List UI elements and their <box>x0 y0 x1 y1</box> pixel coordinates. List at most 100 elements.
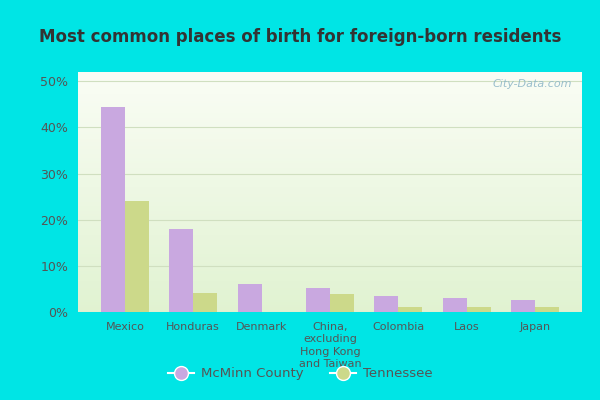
Bar <box>78 266 582 269</box>
Bar <box>78 269 582 271</box>
Bar <box>125 201 149 312</box>
Bar <box>78 84 582 86</box>
Bar <box>78 103 582 106</box>
Bar <box>78 106 582 108</box>
Bar <box>193 293 217 312</box>
Bar <box>78 283 582 286</box>
Bar <box>78 245 582 247</box>
Bar <box>78 250 582 252</box>
Bar <box>78 77 582 79</box>
Bar <box>78 300 582 302</box>
Bar <box>443 298 467 312</box>
Bar <box>511 300 535 312</box>
Bar <box>78 295 582 298</box>
Bar <box>78 118 582 120</box>
Bar <box>78 185 582 187</box>
Bar <box>78 223 582 226</box>
Bar <box>78 166 582 168</box>
Bar <box>78 192 582 194</box>
Bar <box>78 178 582 180</box>
Bar <box>78 202 582 204</box>
Bar <box>78 74 582 77</box>
Bar <box>78 247 582 250</box>
Bar <box>306 288 330 312</box>
Bar <box>398 307 422 312</box>
Bar <box>101 107 125 312</box>
Bar <box>78 262 582 264</box>
Bar <box>78 228 582 230</box>
Bar <box>78 209 582 211</box>
Bar <box>78 281 582 283</box>
Bar <box>78 144 582 146</box>
Text: Most common places of birth for foreign-born residents: Most common places of birth for foreign-… <box>39 28 561 46</box>
Bar <box>78 199 582 202</box>
Bar <box>78 221 582 223</box>
Bar <box>535 307 559 312</box>
Bar <box>78 151 582 154</box>
Bar <box>78 170 582 173</box>
Bar <box>78 293 582 295</box>
Bar <box>78 204 582 206</box>
Bar <box>78 134 582 137</box>
Bar <box>78 288 582 290</box>
Bar <box>78 72 582 74</box>
Bar <box>78 298 582 300</box>
Bar <box>78 161 582 163</box>
Bar <box>78 175 582 178</box>
Bar <box>78 286 582 288</box>
Bar <box>78 278 582 281</box>
Bar <box>78 154 582 156</box>
Bar <box>78 82 582 84</box>
Bar <box>78 110 582 113</box>
Bar <box>78 113 582 115</box>
Bar <box>78 235 582 238</box>
Bar <box>78 91 582 94</box>
Bar <box>78 271 582 274</box>
Bar <box>78 168 582 170</box>
Bar <box>78 180 582 182</box>
Bar <box>78 79 582 82</box>
Bar <box>78 132 582 134</box>
Bar <box>78 125 582 127</box>
Bar <box>78 257 582 259</box>
Bar <box>78 120 582 122</box>
Bar <box>78 259 582 262</box>
Bar <box>78 156 582 158</box>
Bar <box>78 137 582 139</box>
Bar <box>169 229 193 312</box>
Bar <box>78 211 582 214</box>
Bar <box>78 96 582 98</box>
Text: City-Data.com: City-Data.com <box>493 79 572 89</box>
Bar <box>374 296 398 312</box>
Legend: McMinn County, Tennessee: McMinn County, Tennessee <box>163 362 437 386</box>
Bar <box>78 182 582 185</box>
Bar <box>78 226 582 228</box>
Bar <box>78 252 582 254</box>
Bar <box>78 142 582 144</box>
Bar <box>78 115 582 118</box>
Bar <box>78 218 582 221</box>
Bar <box>330 294 354 312</box>
Bar <box>78 158 582 161</box>
Bar <box>78 197 582 199</box>
Bar <box>78 139 582 142</box>
Bar <box>78 187 582 190</box>
Bar <box>78 264 582 266</box>
Bar <box>78 302 582 305</box>
Bar <box>78 127 582 130</box>
Bar <box>78 305 582 307</box>
Bar <box>78 214 582 216</box>
Bar <box>78 149 582 151</box>
Bar <box>78 238 582 240</box>
Bar <box>78 122 582 125</box>
Bar <box>78 233 582 235</box>
Bar <box>78 206 582 209</box>
Bar <box>78 190 582 192</box>
Bar <box>78 230 582 233</box>
Bar <box>78 173 582 175</box>
Bar <box>78 86 582 89</box>
Bar <box>78 310 582 312</box>
Bar <box>78 240 582 242</box>
Bar <box>78 130 582 132</box>
Bar <box>78 307 582 310</box>
